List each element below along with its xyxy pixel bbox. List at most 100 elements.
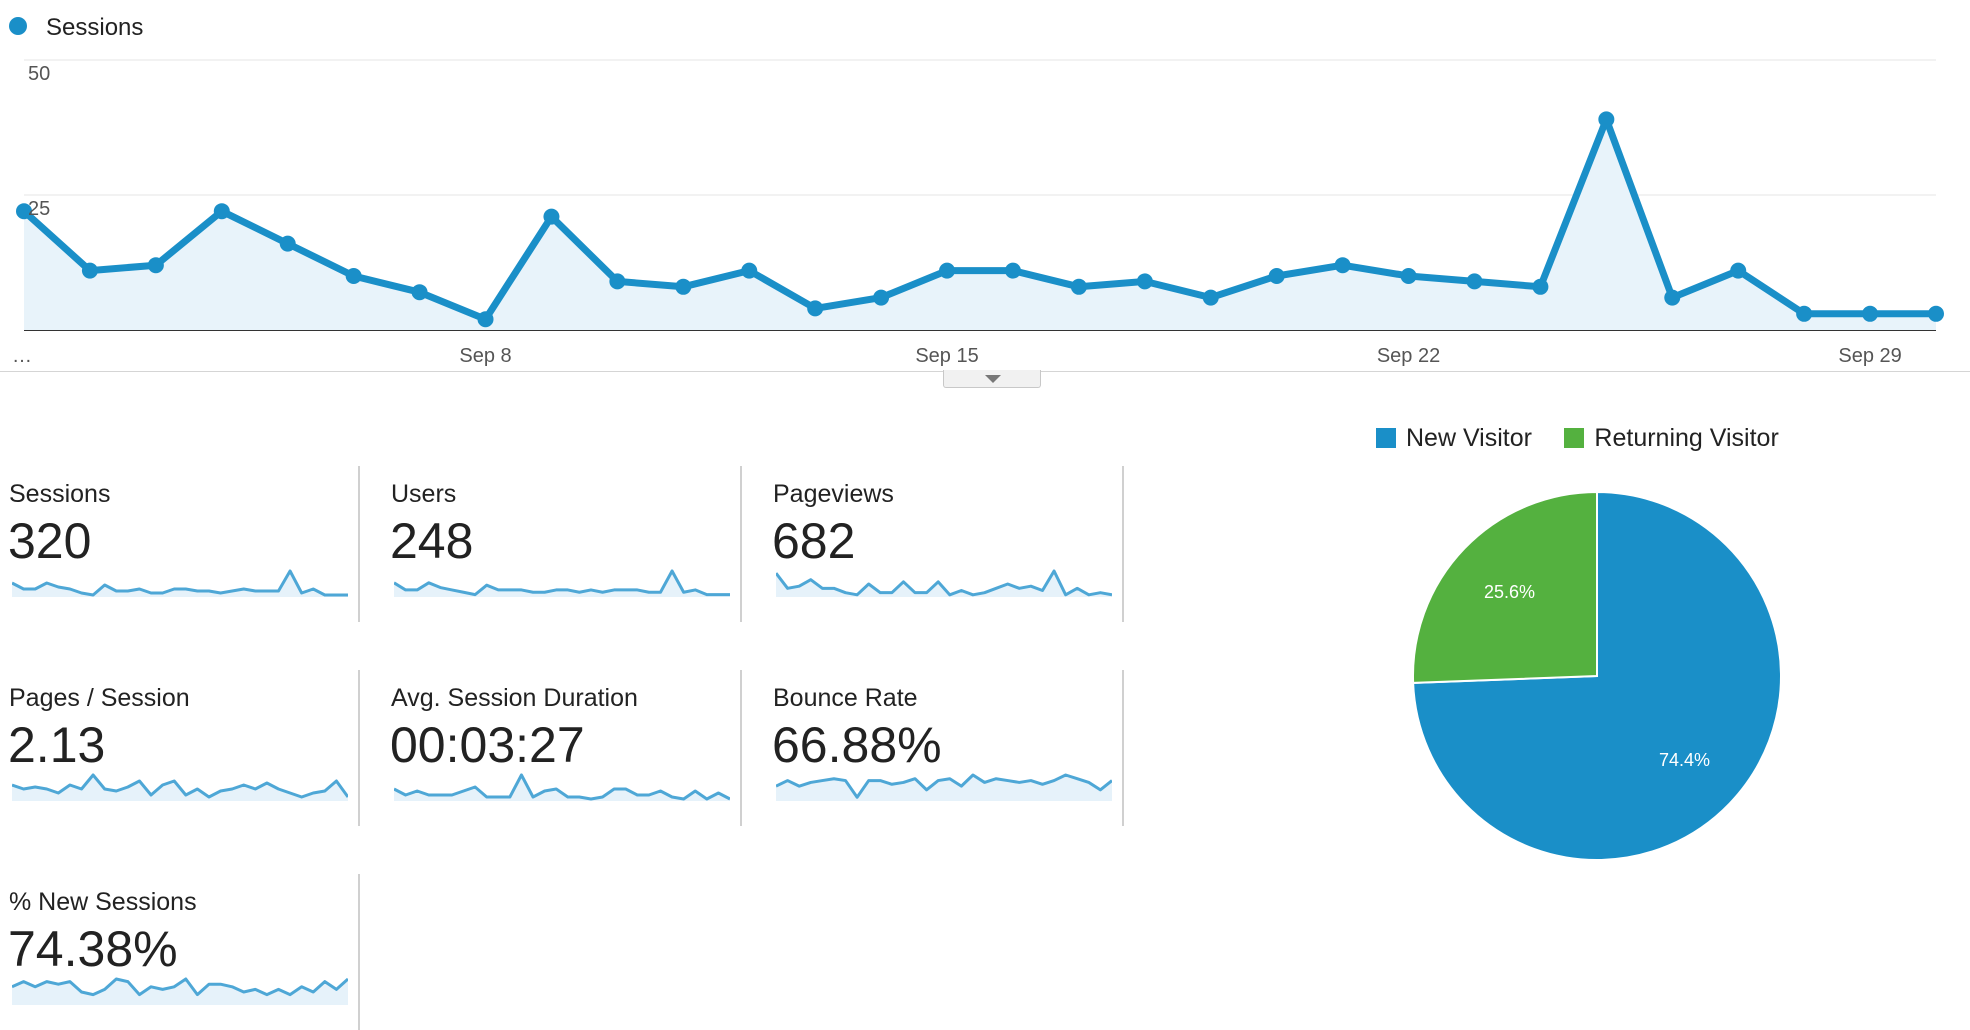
metric-card[interactable]: Sessions 320	[0, 466, 360, 622]
metric-sparkline	[12, 773, 348, 801]
chart-area	[21, 115, 1936, 331]
sparkline-area	[776, 571, 1112, 597]
data-point[interactable]	[81, 262, 98, 279]
metric-value: 74.38%	[8, 921, 178, 977]
metric-card[interactable]: Pages / Session 2.13	[0, 670, 360, 826]
data-point[interactable]	[609, 273, 626, 290]
metric-sparkline	[394, 773, 730, 801]
sparkline-line	[776, 569, 1112, 597]
legend-sessions-label: Sessions	[46, 14, 143, 41]
metric-label: Avg. Session Duration	[391, 684, 638, 712]
chart-x-axis: … Sep 8 Sep 15 Sep 22 Sep 29	[12, 345, 1902, 367]
data-point[interactable]	[1400, 268, 1417, 284]
sparkline-line	[12, 569, 348, 597]
metric-sparkline	[394, 569, 730, 597]
metric-card[interactable]: Avg. Session Duration 00:03:27	[382, 670, 742, 826]
data-point[interactable]	[939, 262, 956, 279]
sparkline-area	[12, 571, 348, 597]
data-point[interactable]	[1862, 305, 1879, 322]
chevron-down-icon	[985, 375, 1001, 383]
chart-y-axis: 25 50	[28, 63, 50, 220]
data-point[interactable]	[675, 278, 692, 295]
legend-sessions-marker	[9, 17, 27, 35]
data-point[interactable]	[1004, 262, 1021, 279]
metric-card[interactable]: Bounce Rate 66.88%	[764, 670, 1124, 826]
data-point[interactable]	[213, 203, 230, 220]
metric-value: 00:03:27	[390, 717, 585, 773]
data-point[interactable]	[807, 300, 824, 317]
x-tick-label: Sep 29	[1838, 345, 1901, 367]
metric-card[interactable]: % New Sessions 74.38%	[0, 874, 360, 1030]
data-point[interactable]	[543, 208, 560, 225]
data-point[interactable]	[1730, 262, 1747, 279]
sparkline-area	[12, 979, 348, 1005]
metric-label: Pageviews	[773, 480, 894, 508]
metric-sparkline	[776, 773, 1112, 801]
sparkline-line	[394, 569, 730, 597]
data-point[interactable]	[1268, 268, 1285, 284]
metric-value: 682	[772, 513, 856, 569]
pie-slice-label: 74.4%	[1659, 750, 1710, 770]
pie-legend-returning-visitor[interactable]: Returning Visitor	[1564, 424, 1779, 453]
data-point[interactable]	[1466, 273, 1483, 290]
metric-card[interactable]: Pageviews 682	[764, 466, 1124, 622]
data-point[interactable]	[1598, 111, 1615, 128]
y-tick-label: 25	[28, 198, 50, 220]
data-point[interactable]	[1334, 257, 1351, 274]
pie-legend-new-visitor[interactable]: New Visitor	[1376, 424, 1532, 453]
sessions-area	[24, 119, 1936, 331]
pie-legend: New Visitor Returning Visitor	[1376, 424, 1807, 458]
metric-value: 320	[8, 513, 92, 569]
metric-card[interactable]: Users 248	[382, 466, 742, 622]
sparkline-line	[776, 773, 1112, 799]
metric-label: Users	[391, 480, 457, 508]
x-tick-label: Sep 22	[1377, 345, 1440, 367]
data-point[interactable]	[873, 289, 890, 306]
sparkline-area	[394, 775, 730, 801]
data-point[interactable]	[1070, 278, 1087, 295]
data-point[interactable]	[1136, 273, 1153, 290]
data-point[interactable]	[411, 284, 428, 301]
pie-slice-label: 25.6%	[1484, 582, 1535, 602]
pie-legend-returning-visitor-label: Returning Visitor	[1594, 424, 1779, 452]
visitor-pie-chart: 74.4% 25.6%	[1412, 490, 1782, 861]
metric-sparkline	[12, 569, 348, 597]
x-tick-label: …	[12, 345, 32, 367]
data-point[interactable]	[16, 203, 32, 220]
returning-visitor-swatch	[1564, 428, 1585, 448]
pie-legend-new-visitor-label: New Visitor	[1406, 424, 1532, 452]
metric-value: 66.88%	[772, 717, 942, 773]
metric-label: % New Sessions	[9, 888, 197, 916]
pie-slice-returning-visitor[interactable]	[1412, 490, 1598, 684]
metric-label: Sessions	[9, 480, 111, 508]
data-point[interactable]	[1202, 289, 1219, 306]
metric-value: 248	[390, 513, 474, 569]
data-point[interactable]	[741, 262, 758, 279]
data-point[interactable]	[1532, 278, 1549, 295]
sessions-chart: Sessions 25 50 … Sep 8 Sep 15 Sep 22 Sep 29	[0, 14, 1970, 372]
new-visitor-swatch	[1376, 428, 1396, 448]
sparkline-line	[12, 977, 348, 997]
chart-legend: Sessions	[9, 14, 143, 41]
sparkline-line	[12, 773, 348, 799]
sparkline-line	[394, 773, 730, 801]
metric-label: Bounce Rate	[773, 684, 918, 712]
x-tick-label: Sep 8	[459, 345, 511, 367]
chart-toggle-button[interactable]	[943, 370, 1041, 388]
metric-label: Pages / Session	[9, 684, 190, 712]
sparkline-area	[394, 571, 730, 597]
data-point[interactable]	[477, 311, 494, 328]
data-point[interactable]	[279, 235, 296, 252]
data-point[interactable]	[1796, 305, 1813, 322]
sessions-series-line	[21, 115, 1936, 323]
data-point[interactable]	[1928, 305, 1944, 322]
data-point[interactable]	[147, 257, 164, 274]
metric-sparkline	[776, 569, 1112, 597]
x-tick-label: Sep 15	[915, 345, 978, 367]
metric-value: 2.13	[8, 717, 106, 773]
data-point[interactable]	[1664, 289, 1681, 306]
data-point[interactable]	[345, 268, 362, 284]
chart-points[interactable]	[16, 111, 1944, 328]
metric-sparkline	[12, 977, 348, 1005]
y-tick-label: 50	[28, 63, 50, 85]
